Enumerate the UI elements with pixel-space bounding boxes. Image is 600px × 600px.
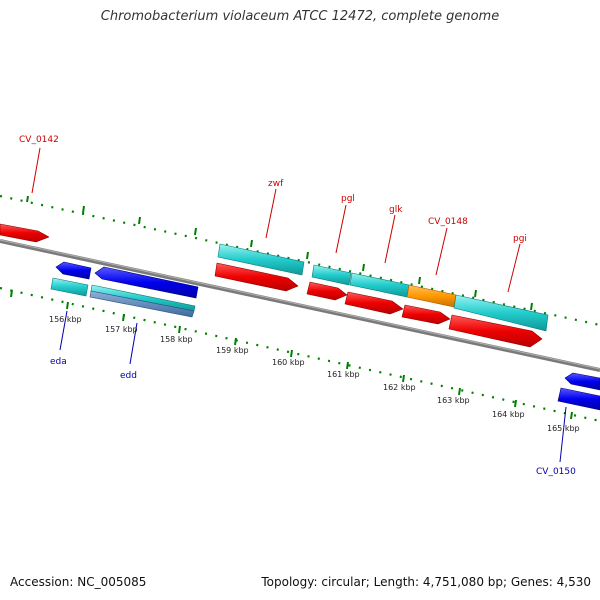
kbp-label: 160 kbp bbox=[272, 358, 305, 367]
cds-cv0150-b bbox=[557, 387, 600, 411]
gene-label: eda bbox=[50, 357, 67, 367]
kbp-label: 162 kbp bbox=[383, 383, 416, 392]
gene-label: glk bbox=[389, 205, 403, 215]
cds-edd bbox=[94, 266, 199, 299]
cds-cv0148 bbox=[401, 304, 451, 325]
gene-labels: CV_0142 zwf pgl glk CV_0148 pgi eda edd … bbox=[19, 135, 576, 477]
genome-stats-text: Topology: circular; Length: 4,751,080 bp… bbox=[261, 575, 591, 589]
outer-tick-ring bbox=[0, 194, 600, 327]
kbp-label: 164 kbp bbox=[492, 410, 525, 419]
kbp-label: 158 kbp bbox=[160, 335, 193, 344]
forward-annotation-features bbox=[217, 243, 549, 332]
kbp-label: 159 kbp bbox=[216, 346, 249, 355]
kbp-label: 157 kbp bbox=[105, 325, 138, 334]
cds-zwf bbox=[214, 262, 299, 292]
kbp-label: 161 kbp bbox=[327, 370, 360, 379]
cds-pgi bbox=[448, 314, 543, 348]
gene-label: CV_0150 bbox=[536, 467, 576, 477]
feature-edd-2 bbox=[89, 290, 195, 318]
cds-eda bbox=[55, 261, 92, 280]
gene-label: CV_0142 bbox=[19, 135, 59, 145]
inner-tick-ring bbox=[0, 286, 600, 423]
feature-glk bbox=[349, 272, 410, 298]
map-title: Chromobacterium violaceum ATCC 12472, co… bbox=[100, 9, 500, 24]
gene-label: zwf bbox=[268, 179, 284, 189]
feature-zwf bbox=[217, 243, 305, 276]
gene-label: edd bbox=[120, 371, 137, 381]
accession-text: Accession: NC_005085 bbox=[10, 575, 147, 589]
gene-label: pgl bbox=[341, 194, 355, 204]
feature-pgi bbox=[453, 294, 549, 332]
gene-label: pgi bbox=[513, 234, 527, 244]
genome-backbone bbox=[0, 239, 600, 372]
feature-pgl bbox=[311, 264, 352, 286]
cds-cv0150 bbox=[564, 372, 600, 391]
cds-pgl bbox=[306, 281, 348, 301]
gene-label: CV_0148 bbox=[428, 217, 468, 227]
label-leaders bbox=[31, 147, 567, 463]
reverse-cds-features bbox=[50, 261, 600, 411]
cds-glk bbox=[344, 291, 404, 315]
feature-eda bbox=[50, 277, 89, 297]
kbp-label: 163 kbp bbox=[437, 396, 470, 405]
forward-cds-features bbox=[0, 223, 543, 348]
cds-cv0142 bbox=[0, 223, 50, 243]
